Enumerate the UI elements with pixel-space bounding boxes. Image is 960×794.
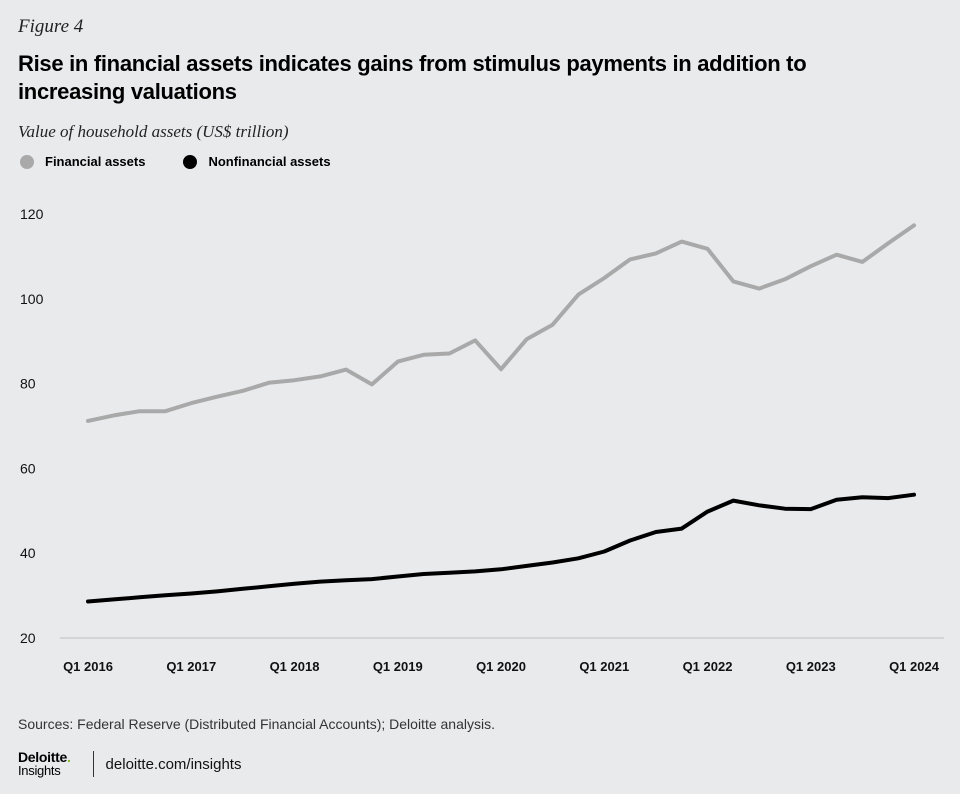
chart-subtitle: Value of household assets (US$ trillion) bbox=[18, 122, 289, 141]
series-layer bbox=[86, 223, 916, 604]
sources-note: Sources: Federal Reserve (Distributed Fi… bbox=[18, 716, 495, 732]
brand-name: Deloitte bbox=[18, 749, 67, 765]
legend-label-nonfinancial: Nonfinancial assets bbox=[208, 154, 331, 169]
chart-title: Rise in financial assets indicates gains… bbox=[18, 51, 807, 104]
brand-divider bbox=[92, 751, 94, 777]
y-axis: 20 40 60 80 100 120 bbox=[20, 206, 44, 646]
x-tick-label: Q1 2022 bbox=[683, 659, 733, 674]
x-tick-label: Q1 2021 bbox=[579, 659, 629, 674]
legend-item-financial: Financial assets bbox=[20, 154, 145, 169]
x-tick-label: Q1 2024 bbox=[889, 659, 940, 674]
y-tick-label: 40 bbox=[20, 545, 36, 561]
y-tick-label: 80 bbox=[20, 376, 36, 392]
x-tick-label: Q1 2017 bbox=[166, 659, 216, 674]
y-tick-label: 120 bbox=[20, 206, 44, 222]
legend: Financial assets Nonfinancial assets bbox=[20, 154, 369, 169]
figure-label: Figure 4 bbox=[18, 16, 84, 37]
deloitte-insights-logo: Deloitte. Insights bbox=[18, 750, 71, 778]
brand-name-line: Deloitte. bbox=[18, 750, 71, 764]
legend-dot-nonfinancial bbox=[183, 154, 198, 169]
y-tick-label: 100 bbox=[20, 291, 44, 307]
x-tick-label: Q1 2023 bbox=[786, 659, 836, 674]
x-tick-label: Q1 2020 bbox=[476, 659, 526, 674]
x-tick-label: Q1 2019 bbox=[373, 659, 423, 674]
series-line-nonfinancial bbox=[86, 492, 916, 604]
series-line-financial bbox=[86, 223, 916, 423]
legend-item-nonfinancial: Nonfinancial assets bbox=[183, 154, 331, 169]
legend-label-financial: Financial assets bbox=[45, 154, 146, 169]
legend-dot-financial bbox=[20, 154, 34, 169]
brand-url-link[interactable]: deloitte.com/insights bbox=[105, 755, 242, 773]
x-axis: Q1 2016 Q1 2017 Q1 2018 Q1 2019 Q1 2020 Q1 20… bbox=[63, 659, 940, 674]
y-tick-label: 60 bbox=[20, 460, 36, 476]
x-tick-label: Q1 2016 bbox=[63, 659, 113, 674]
brand-sub: Insights bbox=[18, 763, 61, 778]
y-tick-label: 20 bbox=[20, 630, 36, 646]
x-tick-label: Q1 2018 bbox=[270, 659, 320, 674]
brand-footer: Deloitte. Insights deloitte.com/insights bbox=[18, 750, 241, 778]
brand-dot: . bbox=[66, 749, 71, 765]
